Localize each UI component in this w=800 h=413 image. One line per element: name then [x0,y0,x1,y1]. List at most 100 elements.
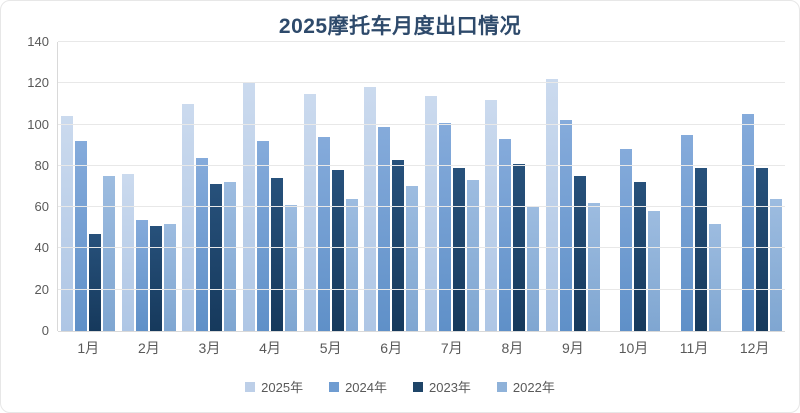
bar-2024年-9月 [559,120,572,331]
x-axis-tick-label: 5月 [319,340,342,356]
x-axis-labels: 1月 2月 3月 4月 5月 6月 7月 8月 9月 10月 11月 12月 [58,338,785,358]
y-axis-tick-label: 0 [41,323,49,338]
bar-2025年-4月 [243,83,256,331]
bar-2024年-12月 [741,114,754,331]
bar-2025年-7月 [424,96,437,331]
bar-2025年-8月 [485,100,498,331]
bar-2022年-7月 [466,180,479,331]
bar-2023年-1月 [89,234,102,331]
legend-swatch-icon [496,381,507,392]
bar-2023年-3月 [210,184,223,331]
legend-item-2024年: 2024年 [329,377,387,396]
bar-2022年-6月 [406,186,419,331]
bar-2022年-5月 [345,199,358,331]
bar-2025年-9月 [545,79,558,331]
bar-group-1月 [58,42,119,331]
bar-groups [58,42,785,331]
bar-group-11月 [664,42,725,331]
legend-swatch-icon [413,381,423,392]
bar-group-3月 [179,42,240,331]
bar-2024年-11月 [681,135,694,331]
bar-group-8月 [482,42,543,331]
x-axis-tick-label: 6月 [380,340,403,356]
y-axis-tick-label: 40 [34,240,49,256]
bar-group-6月 [361,42,422,331]
bar-2023年-11月 [695,168,708,331]
bar-2024年-2月 [135,220,148,331]
y-axis-tick-label: 120 [27,75,49,91]
gridline [58,124,785,125]
x-axis-tick-label: 11月 [679,340,709,356]
bar-2022年-10月 [648,211,661,331]
legend-swatch-icon [329,381,340,392]
bar-group-9月 [543,42,604,331]
bar-2022年-9月 [587,203,600,331]
bar-2025年-2月 [121,174,134,331]
legend-swatch-icon [245,381,256,392]
bar-2024年-8月 [499,139,512,331]
x-axis-tick-label: 8月 [501,340,524,356]
plot-area [57,41,785,332]
bar-2023年-5月 [331,170,344,331]
x-axis-tick-label: 7月 [440,340,463,356]
bar-group-12月 [724,42,785,331]
legend-label: 2024年 [345,380,387,395]
x-axis-tick-label: 9月 [562,340,584,356]
gridline [58,82,785,83]
legend-label: 2023年 [429,380,471,395]
x-axis-tick-label: 12月 [739,340,770,356]
gridline [58,289,785,290]
bar-2023年-7月 [452,168,465,331]
legend: 2025年 2024年 2023年 2022年 [1,377,799,396]
x-axis-tick-label: 3月 [198,340,221,356]
legend-item-2022年: 2022年 [496,377,555,396]
bar-2023年-6月 [392,160,405,331]
bar-2022年-12月 [769,199,782,331]
y-axis-line [57,42,58,331]
chart-title: 2025摩托车月度出口情况 [278,15,522,38]
bar-group-10月 [603,42,664,331]
bar-2023年-12月 [755,168,768,331]
bar-2024年-7月 [438,123,451,331]
gridline [58,247,785,248]
bar-2024年-6月 [378,127,391,331]
bar-2023年-2月 [149,226,162,331]
bar-2022年-8月 [527,207,540,331]
y-axis-tick-label: 80 [34,157,49,173]
bar-2025年-1月 [61,116,74,331]
bar-2022年-4月 [285,205,298,331]
legend-label: 2022年 [512,380,555,395]
x-axis-tick-label: 1月 [77,340,100,356]
x-axis-tick-label: 2月 [137,340,160,356]
bar-2022年-11月 [709,224,722,331]
gridline [58,206,785,207]
bar-2022年-3月 [224,182,237,331]
bar-2025年-5月 [303,94,316,331]
gridline [58,41,785,42]
bar-group-2月 [119,42,180,331]
bar-2023年-4月 [271,178,284,331]
legend-item-2023年: 2023年 [413,377,471,396]
bar-2024年-4月 [257,141,270,331]
bar-2025年-6月 [364,87,377,331]
legend-label: 2025年 [261,380,304,395]
y-axis-tick-label: 60 [34,199,49,215]
gridline [58,165,785,166]
x-axis-tick-label: 10月 [618,340,649,356]
bar-2024年-10月 [620,149,633,331]
y-axis-tick-label: 20 [34,281,49,297]
bar-group-4月 [240,42,301,331]
bar-2022年-2月 [163,224,176,331]
bar-2023年-9月 [573,176,586,331]
bar-2023年-10月 [634,182,647,331]
bar-group-7月 [421,42,482,331]
bar-2025年-3月 [182,104,195,331]
bar-2022年-1月 [103,176,116,331]
bar-2024年-5月 [317,137,330,331]
x-axis-tick-label: 4月 [259,340,281,356]
bar-2024年-3月 [196,158,209,331]
y-axis-tick-label: 140 [27,34,49,49]
y-axis-tick-label: 100 [27,116,49,132]
bar-group-5月 [300,42,361,331]
